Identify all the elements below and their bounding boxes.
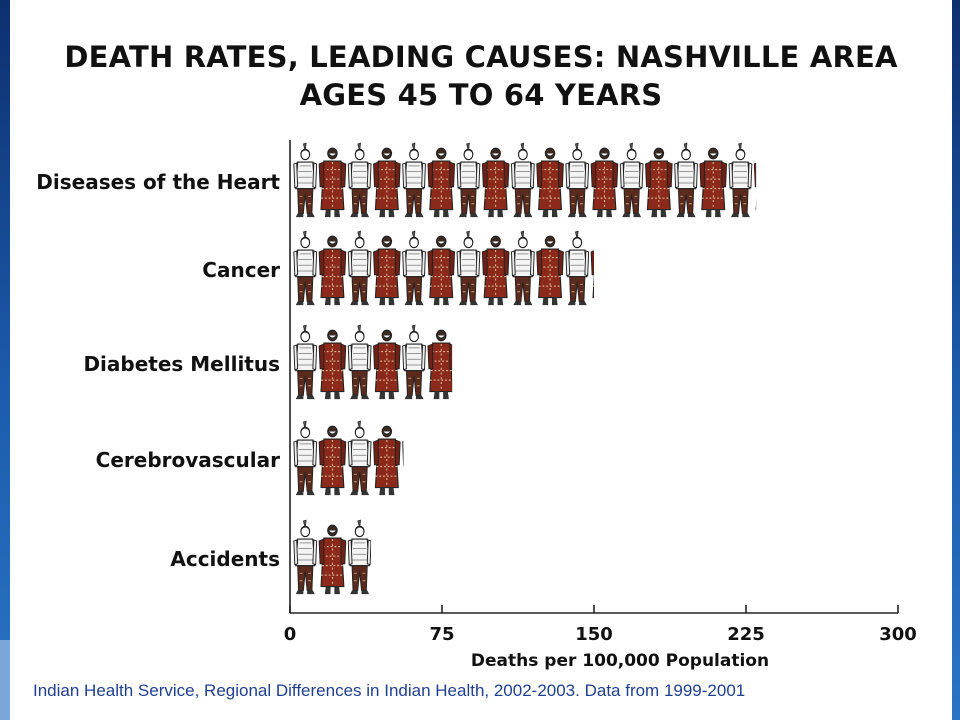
female-figure-icon — [372, 235, 401, 306]
male-figure-icon — [401, 142, 427, 218]
male-figure-icon — [401, 420, 404, 496]
male-figure-icon — [456, 230, 481, 306]
male-figure-icon — [619, 142, 644, 218]
female-figure-icon — [372, 425, 401, 496]
title-line-1: DEATH RATES, LEADING CAUSES: NASHVILLE A… — [64, 40, 898, 74]
male-figure-icon — [565, 230, 590, 306]
bar-diseases-of-the-heart — [293, 142, 757, 218]
slide-footer-mark — [945, 650, 959, 680]
category-label: Diabetes Mellitus — [83, 352, 280, 376]
bar-accidents — [293, 519, 372, 595]
male-figure-icon — [347, 142, 372, 218]
x-tick-label: 300 — [879, 624, 917, 645]
female-figure-icon — [427, 147, 456, 218]
female-figure-icon — [427, 329, 453, 400]
male-figure-icon — [728, 142, 753, 218]
male-figure-icon — [401, 324, 427, 400]
female-figure-icon — [372, 329, 401, 400]
female-figure-icon — [699, 147, 728, 218]
male-figure-icon — [456, 142, 481, 218]
male-figure-icon — [293, 142, 318, 218]
x-tick-label: 150 — [575, 624, 613, 645]
female-figure-icon — [753, 147, 757, 218]
source-citation: Indian Health Service, Regional Differen… — [33, 681, 746, 700]
male-figure-icon — [510, 230, 536, 306]
bar-cancer — [293, 230, 594, 306]
male-figure-icon — [347, 230, 372, 306]
male-figure-icon — [673, 142, 699, 218]
male-figure-icon — [293, 420, 318, 496]
female-figure-icon — [481, 235, 510, 306]
x-tick-label: 225 — [727, 624, 765, 645]
male-figure-icon — [293, 324, 318, 400]
category-label: Accidents — [170, 547, 280, 571]
male-figure-icon — [401, 230, 427, 306]
bar-cerebrovascular — [293, 420, 404, 496]
male-figure-icon — [347, 420, 372, 496]
female-figure-icon — [318, 329, 347, 400]
x-tick-label: 75 — [429, 624, 454, 645]
male-figure-icon — [293, 230, 318, 306]
female-figure-icon — [427, 235, 456, 306]
female-figure-icon — [590, 147, 619, 218]
slide-edge-decoration — [0, 640, 10, 720]
male-figure-icon — [347, 324, 372, 400]
bar-diabetes-mellitus — [293, 324, 453, 400]
female-figure-icon — [372, 147, 401, 218]
category-label: Cancer — [202, 258, 280, 282]
female-figure-icon — [318, 147, 347, 218]
x-axis-ticks: 0 75 150 225 300 — [284, 605, 917, 645]
female-figure-icon — [481, 147, 510, 218]
bar-group — [293, 142, 757, 595]
chart-title: DEATH RATES, LEADING CAUSES: NASHVILLE A… — [10, 38, 952, 114]
category-label: Cerebrovascular — [96, 448, 280, 472]
x-axis-title: Deaths per 100,000 Population — [471, 651, 769, 671]
female-figure-icon — [318, 235, 347, 306]
male-figure-icon — [347, 519, 372, 595]
male-figure-icon — [293, 519, 318, 595]
category-label: Diseases of the Heart — [36, 170, 280, 194]
female-figure-icon — [318, 524, 347, 595]
category-labels: Diseases of the Heart Cancer Diabetes Mell… — [36, 170, 280, 571]
female-figure-icon — [644, 147, 673, 218]
female-figure-icon — [536, 235, 564, 306]
female-figure-icon — [318, 425, 347, 496]
x-tick-label: 0 — [284, 624, 297, 645]
male-figure-icon — [565, 142, 590, 218]
female-figure-icon — [590, 235, 594, 306]
male-figure-icon — [510, 142, 536, 218]
female-figure-icon — [536, 147, 564, 218]
slide-canvas — [10, 0, 952, 720]
title-line-2: AGES 45 TO 64 YEARS — [299, 78, 663, 112]
